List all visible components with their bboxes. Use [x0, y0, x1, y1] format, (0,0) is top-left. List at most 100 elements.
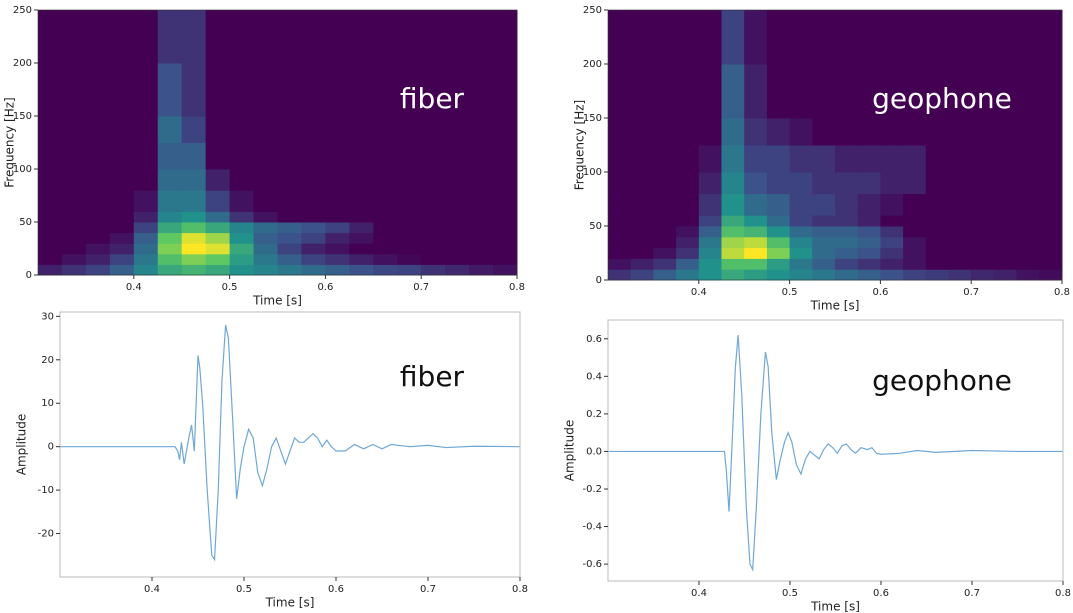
heat-cell: [109, 169, 135, 191]
y-tick-label: 20: [41, 355, 54, 366]
x-axis-label: Time [s]: [265, 596, 315, 610]
heat-cell: [181, 211, 207, 223]
heat-cell: [789, 236, 813, 249]
heat-cell: [397, 169, 422, 191]
y-tick-label: -0.4: [582, 522, 602, 533]
heat-cell: [880, 226, 904, 238]
heat-cell: [880, 236, 904, 249]
heat-cell: [109, 142, 135, 170]
x-tick-label: 0.7: [963, 287, 979, 298]
heat-cell: [38, 116, 63, 143]
heat-cell: [789, 172, 813, 195]
heat-cell: [698, 226, 722, 238]
heat-cell: [857, 236, 881, 249]
heat-cell: [1016, 118, 1040, 146]
heat-cell: [157, 116, 183, 143]
heat-cell: [857, 247, 881, 259]
heat-cell: [61, 10, 87, 64]
heat-cell: [835, 193, 859, 216]
y-tick-label: 0.2: [586, 409, 602, 420]
heat-cell: [253, 253, 278, 265]
heat-cell: [812, 247, 836, 259]
heat-cell: [38, 243, 63, 255]
heat-cell: [445, 142, 470, 170]
heat-cell: [630, 64, 654, 119]
heat-cell: [493, 264, 518, 276]
heat-cell: [857, 226, 881, 238]
heat-cell: [744, 269, 768, 281]
heat-cell: [181, 232, 207, 244]
heat-cell: [993, 236, 1018, 249]
heat-cell: [181, 264, 207, 276]
heat-cell: [971, 64, 995, 119]
heat-cell: [109, 10, 135, 64]
heat-cell: [880, 145, 904, 173]
y-axis-label: Amplitude: [563, 420, 577, 482]
heat-cell: [925, 145, 949, 173]
y-axis-label: Amplitude: [15, 414, 29, 476]
heat-cell: [857, 258, 881, 270]
heat-cell: [744, 118, 768, 146]
heat-cell: [109, 190, 135, 212]
heat-cell: [676, 193, 700, 216]
heat-cell: [608, 64, 632, 119]
x-tick-label: 0.5: [782, 588, 798, 599]
heat-cell: [1039, 215, 1063, 227]
heat-cell: [653, 236, 677, 249]
heat-cell: [1039, 64, 1063, 119]
heat-cell: [445, 116, 470, 143]
heat-cell: [325, 63, 350, 117]
heat-cell: [698, 145, 722, 173]
heat-cell: [653, 145, 677, 173]
heat-cell: [857, 64, 881, 119]
heat-cell: [277, 253, 302, 265]
heat-cell: [253, 232, 278, 244]
heat-cell: [85, 169, 111, 191]
heat-cell: [789, 118, 813, 146]
x-axis-label: Time [s]: [810, 299, 860, 313]
annotation: fiber: [400, 360, 465, 393]
heat-cell: [133, 243, 159, 255]
heat-cell: [971, 215, 995, 227]
heat-cell: [676, 269, 700, 281]
heat-cell: [721, 226, 745, 238]
heat-cell: [397, 222, 422, 234]
heat-cell: [993, 172, 1018, 195]
x-tick-label: 0.6: [872, 287, 888, 298]
heat-cell: [493, 10, 518, 64]
heat-cell: [445, 169, 470, 191]
plot-frame: [607, 9, 1063, 281]
heat-cell: [349, 142, 374, 170]
heat-cell: [1039, 226, 1063, 238]
heat-cell: [789, 64, 813, 119]
heat-cell: [812, 215, 836, 227]
heat-cell: [109, 243, 135, 255]
heat-cell: [698, 215, 722, 227]
heat-cell: [1016, 236, 1040, 249]
heat-cell: [880, 64, 904, 119]
heat-cell: [277, 211, 302, 223]
heat-cell: [880, 10, 904, 65]
heat-cell: [721, 236, 745, 249]
heat-cell: [812, 236, 836, 249]
heat-cell: [493, 169, 518, 191]
heat-cell: [61, 232, 87, 244]
x-axis-label: Time [s]: [252, 294, 302, 308]
heat-cell: [925, 226, 949, 238]
heat-cell: [277, 232, 302, 244]
heat-cell: [38, 142, 63, 170]
heat-cell: [653, 193, 677, 216]
heat-cell: [835, 215, 859, 227]
heat-cell: [109, 253, 135, 265]
heat-cell: [948, 64, 972, 119]
heat-cell: [61, 190, 87, 212]
heat-cell: [676, 64, 700, 119]
heat-cell: [993, 215, 1018, 227]
heat-cell: [133, 169, 159, 191]
annotation: geophone: [872, 82, 1012, 115]
y-tick-label: 200: [13, 58, 32, 69]
heat-cell: [766, 258, 791, 270]
heat-cell: [38, 63, 63, 117]
x-tick-label: 0.5: [782, 287, 798, 298]
